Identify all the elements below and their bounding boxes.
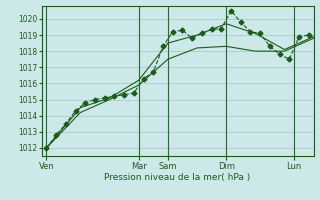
X-axis label: Pression niveau de la mer( hPa ): Pression niveau de la mer( hPa ) xyxy=(104,173,251,182)
